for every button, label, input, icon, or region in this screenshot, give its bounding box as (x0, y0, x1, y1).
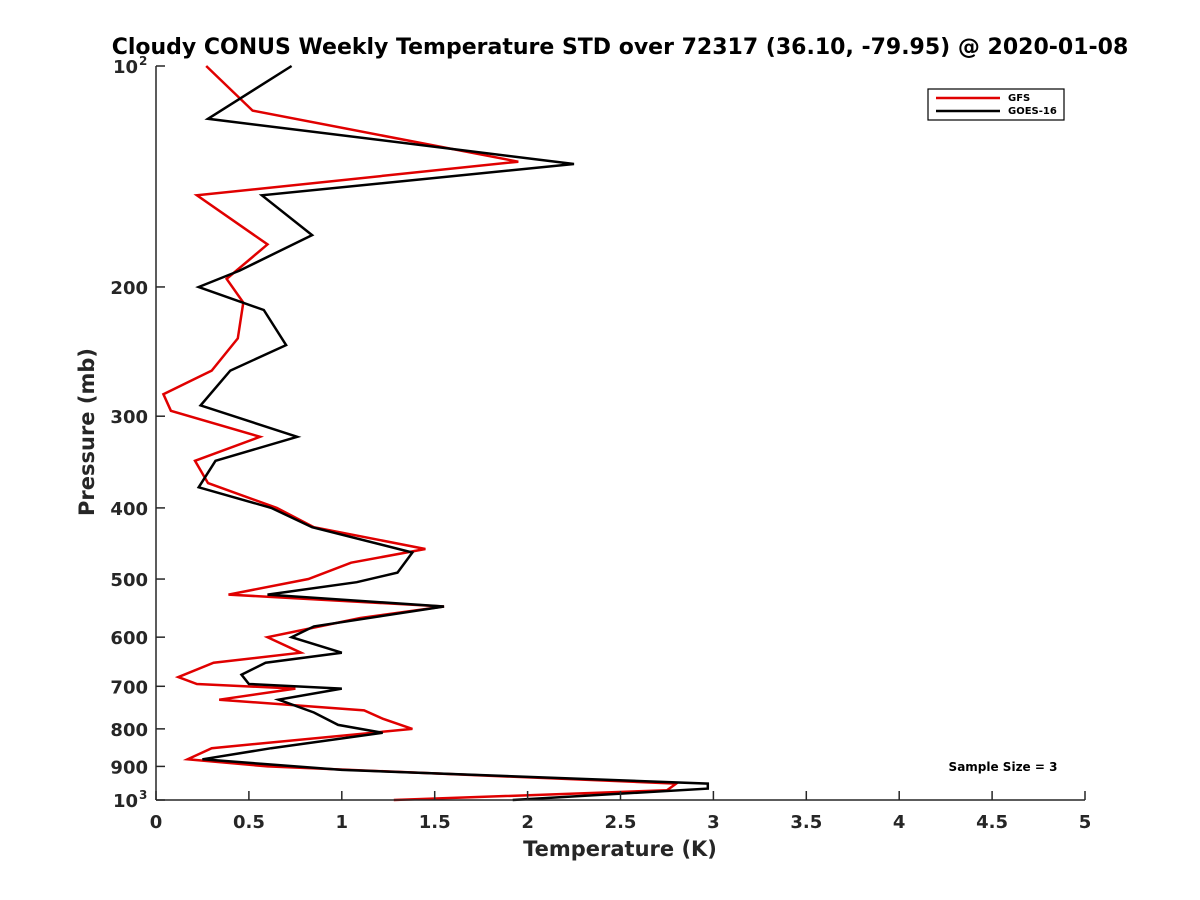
y-tick-label: 500 (110, 570, 148, 591)
x-tick-label: 5 (1079, 812, 1092, 833)
x-tick-label: 2 (521, 812, 534, 833)
x-tick-label: 1.5 (419, 812, 451, 833)
x-axis-label: Temperature (K) (523, 837, 717, 861)
y-tick-label: 10 (113, 791, 138, 812)
y-tick-label: 900 (110, 757, 148, 778)
series-line-goes-16 (195, 64, 710, 802)
x-tick-label: 2.5 (605, 812, 637, 833)
y-tick-label: 800 (110, 720, 148, 741)
y-tick-label: 300 (110, 407, 148, 428)
sample-size-annotation: Sample Size = 3 (949, 760, 1058, 774)
plot-area: 0 0.5 1 1.5 2 2.5 3 3.5 4 4.5 510 22003004005006007… (110, 54, 1091, 833)
y-tick-label: 600 (110, 628, 148, 649)
series-line-gfs (161, 65, 680, 802)
y-tick-label: 10 (113, 57, 138, 78)
chart-title: Cloudy CONUS Weekly Temperature STD over… (112, 35, 1129, 60)
x-tick-label: 4.5 (976, 812, 1008, 833)
legend: GFS GOES-16 (927, 88, 1065, 121)
x-tick-label: 1 (336, 812, 349, 833)
legend-box (927, 88, 1065, 121)
x-tick-label: 3.5 (790, 812, 822, 833)
x-tick-label: 0 (150, 812, 163, 833)
x-tick-label: 0.5 (233, 812, 265, 833)
y-axis-label: Pressure (mb) (75, 348, 99, 516)
y-tick-exponent: 2 (139, 54, 147, 68)
legend-label-goes16: GOES-16 (1008, 106, 1057, 117)
legend-label-gfs: GFS (1008, 93, 1030, 104)
x-tick-label: 4 (893, 812, 906, 833)
y-tick-exponent: 3 (139, 788, 147, 802)
y-tick-label: 700 (110, 677, 148, 698)
x-tick-label: 3 (707, 812, 720, 833)
y-tick-label: 200 (110, 278, 148, 299)
y-tick-label: 400 (110, 499, 148, 520)
